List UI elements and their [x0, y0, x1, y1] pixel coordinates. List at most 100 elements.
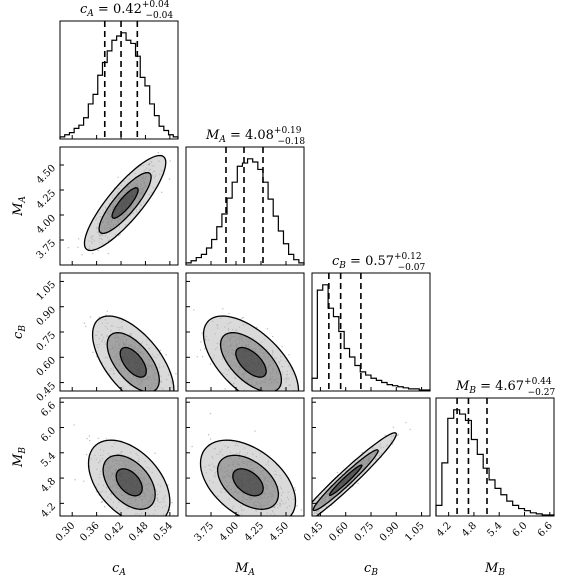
sample-point: [267, 396, 268, 397]
sample-point: [304, 521, 305, 522]
histogram-step-line: [185, 158, 305, 265]
panel-title: cA = 0.42+0.04 −0.04: [80, 0, 173, 21]
sample-point: [95, 491, 98, 493]
sample-point: [151, 518, 152, 519]
title-median: = 4.67: [476, 379, 524, 394]
sample-point: [244, 525, 245, 526]
sample-point: [309, 508, 310, 509]
sample-point: [196, 356, 198, 358]
sample-point: [179, 317, 180, 318]
sample-point: [159, 349, 162, 352]
title-symbol: M: [205, 128, 220, 143]
sample-point: [164, 393, 165, 394]
sample-point: [308, 513, 309, 514]
sample-point: [117, 176, 119, 178]
panel-frame: [185, 146, 305, 266]
sample-point: [209, 438, 212, 440]
sample-point: [150, 401, 151, 402]
sample-point: [276, 395, 277, 396]
sample-point: [106, 310, 108, 313]
contour-level: [119, 346, 147, 378]
sample-point: [150, 520, 151, 521]
axis-symbol: c: [11, 331, 26, 339]
histogram-step-line: [435, 409, 555, 516]
sample-point: [279, 519, 280, 520]
x-axis-MA: 3.75 4.00 4.25 4.50 MA: [193, 261, 291, 578]
sample-point: [97, 249, 99, 252]
sample-point: [168, 400, 169, 401]
x-axis-MB: 4.2 4.8 5.4 6.0 6.6 MB: [435, 512, 555, 578]
axis-subscript: B: [497, 568, 505, 578]
title-plus: +0.44: [524, 377, 552, 387]
y-tick-label: 3.75: [35, 238, 59, 262]
sample-point: [147, 519, 148, 520]
sample-point: [74, 479, 76, 481]
sample-point: [154, 452, 156, 454]
sample-point: [133, 522, 134, 523]
sample-point: [111, 519, 112, 520]
sample-point: [252, 517, 253, 518]
sample-point: [293, 525, 294, 526]
sample-point: [145, 394, 146, 395]
sample-point: [252, 396, 253, 397]
sample-point: [167, 395, 168, 396]
sample-point: [175, 372, 177, 375]
x-tick-label: 0.42: [103, 520, 127, 544]
histogram-panel-cB: cB = 0.57+0.12 −0.07: [311, 252, 431, 392]
sample-point: [146, 393, 147, 394]
x-axis-label: MB: [484, 561, 505, 578]
sample-point: [201, 332, 203, 334]
panel-content: [191, 412, 303, 526]
x-tick-label: 0.60: [327, 520, 351, 544]
y-tick-label: 4.50: [35, 163, 59, 187]
sample-point: [92, 252, 94, 255]
title-symbol: c: [80, 2, 88, 17]
scatter-panel-cA-cB: [59, 272, 179, 407]
x-axis-cB: 0.45 0.60 0.75 0.90 1.05 cB: [302, 387, 427, 578]
x-axis-label: cB: [364, 561, 378, 578]
histogram-step-line: [311, 284, 431, 391]
sample-point: [170, 401, 171, 402]
sample-point: [307, 518, 308, 519]
sample-point: [199, 349, 202, 351]
sample-point: [309, 510, 310, 511]
sample-point: [293, 518, 294, 519]
title-minus: −0.18: [278, 137, 306, 147]
sample-point: [78, 238, 80, 240]
y-tick-label: 4.2: [39, 501, 58, 520]
sample-point: [300, 407, 301, 408]
sample-point: [101, 500, 104, 503]
x-tick-label: 4.25: [243, 520, 267, 544]
x-tick-label: 6.0: [511, 520, 530, 539]
sample-point: [278, 402, 279, 403]
sample-point: [175, 536, 176, 537]
title-median: = 4.08: [226, 128, 274, 143]
axis-symbol: M: [11, 453, 26, 468]
sample-point: [409, 428, 411, 431]
sample-point: [300, 509, 303, 511]
sample-point: [222, 308, 224, 310]
title-plus: +0.04: [142, 0, 170, 10]
sample-point: [148, 393, 149, 394]
y-tick-label: 6.0: [39, 425, 58, 444]
panel-frame: [185, 397, 305, 517]
y-tick-label: 0.60: [35, 355, 59, 379]
sample-point: [125, 403, 126, 404]
sample-point: [147, 398, 148, 399]
panel-content: [73, 424, 176, 537]
sample-point: [138, 396, 139, 397]
x-tick-label: 0.45: [302, 520, 326, 544]
sample-point: [88, 435, 91, 437]
scatter-panel-cA-MA: [59, 146, 179, 266]
sample-point: [280, 520, 281, 521]
sample-point: [119, 518, 120, 519]
sample-point: [141, 406, 142, 407]
title-subscript: B: [468, 386, 476, 396]
sample-point: [242, 316, 244, 319]
sample-point: [282, 412, 283, 413]
histogram-panel-MA: MA = 4.08+0.19 −0.18: [185, 126, 306, 266]
axis-subscript: A: [118, 568, 126, 578]
x-tick-label: 0.30: [54, 520, 78, 544]
sample-point: [135, 399, 136, 400]
x-tick-label: 0.54: [151, 520, 175, 544]
